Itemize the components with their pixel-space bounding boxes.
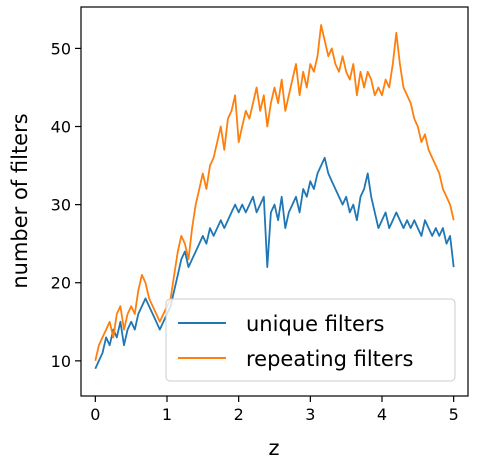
x-tick-label: 5	[449, 405, 459, 424]
x-tick-label: 3	[305, 405, 315, 424]
y-axis-label: number of filters	[8, 113, 32, 288]
x-tick-label: 0	[90, 405, 100, 424]
y-axis: 10 20 30 40 50	[51, 39, 81, 371]
x-axis: 0 1 2 3 4 5	[90, 396, 459, 424]
x-tick-label: 4	[377, 405, 387, 424]
plot-frame	[80, 6, 469, 397]
y-tick-label: 10	[51, 352, 71, 371]
x-axis-label: z	[268, 436, 279, 460]
legend-box	[165, 298, 456, 382]
x-tick-label: 2	[234, 405, 244, 424]
series-line-repeating-filters	[94, 24, 455, 362]
series-layer	[94, 24, 455, 370]
y-tick-label: 40	[51, 118, 71, 137]
series-line-unique-filters	[94, 156, 455, 370]
y-tick-label: 50	[51, 39, 71, 58]
y-tick-label: 30	[51, 196, 71, 215]
x-tick-label: 1	[162, 405, 172, 424]
y-tick-label: 20	[51, 274, 71, 293]
legend: unique filters repeating filters	[165, 298, 456, 382]
legend-label-unique-filters: unique filters	[246, 312, 384, 336]
legend-label-repeating-filters: repeating filters	[246, 347, 413, 371]
